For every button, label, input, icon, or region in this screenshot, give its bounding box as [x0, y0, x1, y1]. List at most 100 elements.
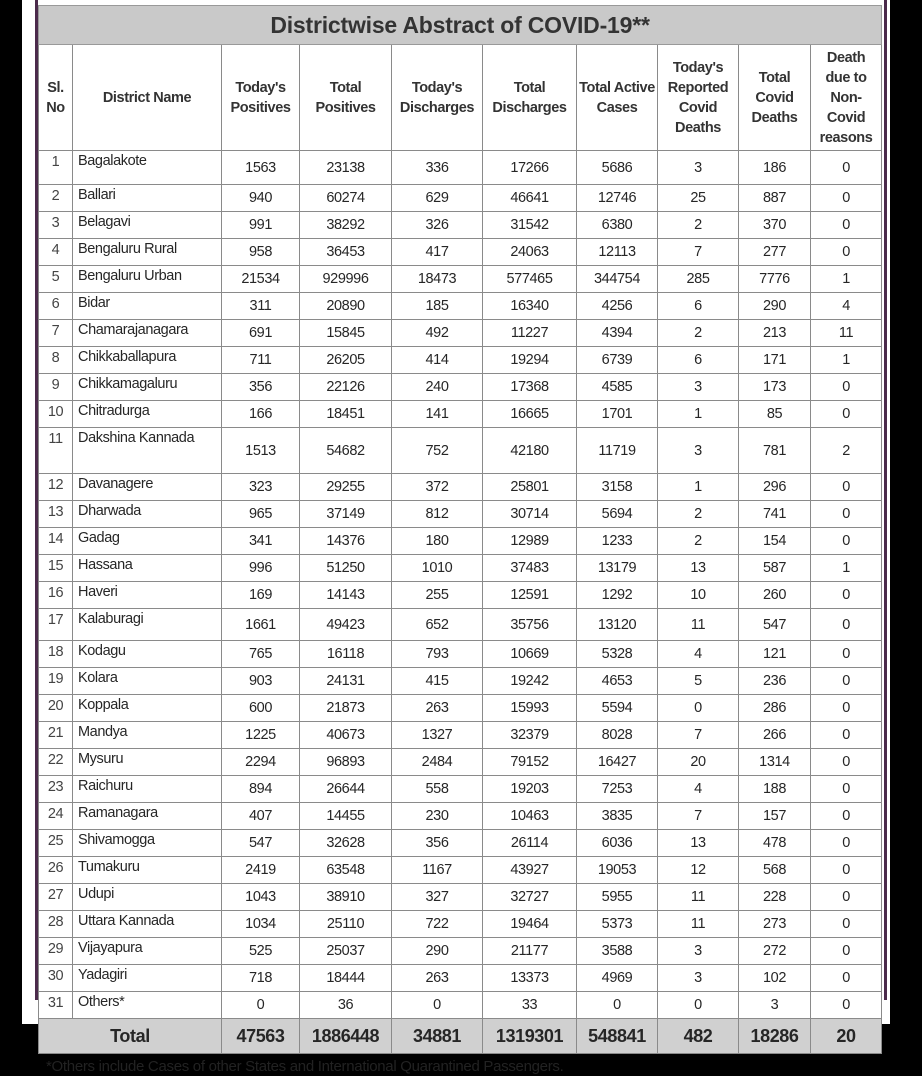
district-covid-table: Districtwise Abstract of COVID-19** Sl. …	[37, 5, 883, 1054]
col-total-deaths-cell: 370	[738, 211, 811, 239]
col-total-discharges-cell: 32727	[482, 883, 577, 911]
col-district-name-cell: Chamarajanagara	[72, 319, 222, 347]
col-total-discharges-cell: 16665	[482, 400, 577, 428]
col-total-deaths-cell: 781	[738, 427, 811, 474]
col-total-positives-cell: 18444	[299, 964, 392, 992]
table-row: 16 Haveri 169 14143 255 12591 1292 10 260 0	[38, 581, 883, 609]
col-todays-deaths-cell: 3	[657, 964, 739, 992]
col-total-deaths-cell: 547	[738, 608, 811, 641]
col-sl-no-header: Sl. No	[38, 44, 73, 151]
col-todays-discharges-cell: 812	[391, 500, 483, 528]
col-total-discharges-cell: 19203	[482, 775, 577, 803]
col-sl-no-cell: 4	[38, 238, 73, 266]
col-total-positives-cell: 18451	[299, 400, 392, 428]
col-sl-no-cell: 21	[38, 721, 73, 749]
col-total-active-cell: 4585	[576, 373, 658, 401]
col-total-discharges-cell: 79152	[482, 748, 577, 776]
col-total-discharges-cell: 11227	[482, 319, 577, 347]
col-total-discharges-cell: 577465	[482, 265, 577, 293]
col-total-discharges-cell: 10463	[482, 802, 577, 830]
col-total-positives-cell: 40673	[299, 721, 392, 749]
col-sl-no-cell: 18	[38, 640, 73, 668]
col-todays-discharges-cell: 290	[391, 937, 483, 965]
col-todays-deaths-cell: 3	[657, 373, 739, 401]
col-todays-positives-cell: 1034	[221, 910, 300, 938]
table-row: 29 Vijayapura 525 25037 290 21177 3588 3 272 0	[38, 937, 883, 965]
col-total-active-cell: 8028	[576, 721, 658, 749]
col-district-name-cell: Vijayapura	[72, 937, 222, 965]
col-sl-no-cell: 12	[38, 473, 73, 501]
col-todays-discharges-cell: 722	[391, 910, 483, 938]
col-district-name-cell: Ramanagara	[72, 802, 222, 830]
footnote: *Others include Cases of other States an…	[46, 1058, 564, 1075]
col-sl-no-cell: 13	[38, 500, 73, 528]
col-todays-deaths-cell: 11	[657, 910, 739, 938]
col-district-name-cell: Yadagiri	[72, 964, 222, 992]
col-total-discharges-cell: 32379	[482, 721, 577, 749]
col-todays-positives-cell: 718	[221, 964, 300, 992]
col-non-covid-deaths-cell: 0	[809, 937, 883, 965]
col-non-covid-deaths-cell: 0	[809, 473, 883, 501]
col-todays-positives-cell: 1043	[221, 883, 300, 911]
col-todays-deaths-cell: 285	[657, 265, 739, 293]
col-total-deaths-cell: 173	[738, 373, 811, 401]
col-district-name-cell: Shivamogga	[72, 829, 222, 857]
table-row: 4 Bengaluru Rural 958 36453 417 24063 12113 7 27…	[38, 238, 883, 266]
col-district-name-cell: Koppala	[72, 694, 222, 722]
table-row: 15 Hassana 996 51250 1010 37483 13179 13 587 1	[38, 554, 883, 582]
col-total-positives-cell: 49423	[299, 608, 392, 641]
col-district-name-cell: Davanagere	[72, 473, 222, 501]
col-todays-discharges-cell: 558	[391, 775, 483, 803]
col-total-deaths-cell: 188	[738, 775, 811, 803]
col-total-deaths-cell: 286	[738, 694, 811, 722]
col-total-positives-cell: 60274	[299, 184, 392, 212]
col-district-name-cell: Dakshina Kannada	[72, 427, 222, 474]
table-row: 6 Bidar 311 20890 185 16340 4256 6 290 4	[38, 292, 883, 320]
col-todays-deaths-cell: 10	[657, 581, 739, 609]
col-district-name-cell: Bidar	[72, 292, 222, 320]
col-todays-discharges-cell: 1327	[391, 721, 483, 749]
col-district-name-cell: Raichuru	[72, 775, 222, 803]
col-total-deaths-cell: 290	[738, 292, 811, 320]
table-row: 23 Raichuru 894 26644 558 19203 7253 4 188 0	[38, 775, 883, 803]
col-total-deaths-cell: 157	[738, 802, 811, 830]
col-todays-deaths-cell: 0	[657, 694, 739, 722]
col-todays-deaths-cell: 2	[657, 319, 739, 347]
col-total-active-cell: 6380	[576, 211, 658, 239]
col-non-covid-deaths-header: Death due to Non-Covid reasons	[809, 44, 883, 151]
col-total-positives-cell: 14376	[299, 527, 392, 555]
col-total-active-cell: 3158	[576, 473, 658, 501]
col-todays-positives-cell: 765	[221, 640, 300, 668]
table-row: 17 Kalaburagi 1661 49423 652 35756 13120 11 547 0	[38, 608, 883, 641]
col-total-positives-cell: 929996	[299, 265, 392, 293]
col-non-covid-deaths-cell: 0	[809, 150, 883, 185]
col-todays-deaths-cell: 0	[657, 991, 739, 1019]
table-row: 11 Dakshina Kannada 1513 54682 752 42180 11719…	[38, 427, 883, 474]
col-total-active-cell: 7253	[576, 775, 658, 803]
col-sl-no-cell: 16	[38, 581, 73, 609]
col-todays-positives-cell: 21534	[221, 265, 300, 293]
col-total-discharges-cell: 19464	[482, 910, 577, 938]
table-row: 30 Yadagiri 718 18444 263 13373 4969 3 102 0	[38, 964, 883, 992]
col-total-discharges-cell: 17368	[482, 373, 577, 401]
col-sl-no-cell: 29	[38, 937, 73, 965]
col-district-name-cell: Belagavi	[72, 211, 222, 239]
col-district-name-cell: Mysuru	[72, 748, 222, 776]
col-todays-positives-cell: 711	[221, 346, 300, 374]
col-sl-no-cell: 1	[38, 150, 73, 185]
col-district-name-cell: Chikkamagaluru	[72, 373, 222, 401]
col-district-name-cell: Udupi	[72, 883, 222, 911]
col-total-deaths-cell: 85	[738, 400, 811, 428]
col-sl-no-cell: 31	[38, 991, 73, 1019]
col-sl-no-cell: 19	[38, 667, 73, 695]
col-sl-no-cell: 2	[38, 184, 73, 212]
col-todays-positives-cell: 356	[221, 373, 300, 401]
col-total-active-cell: 1701	[576, 400, 658, 428]
col-non-covid-deaths-cell: 0	[809, 608, 883, 641]
table-row: 21 Mandya 1225 40673 1327 32379 8028 7 266 0	[38, 721, 883, 749]
col-total-positives-cell: 26205	[299, 346, 392, 374]
col-total-discharges-cell: 21177	[482, 937, 577, 965]
col-todays-positives-cell: 991	[221, 211, 300, 239]
col-todays-discharges-cell: 372	[391, 473, 483, 501]
col-district-name-cell: Ballari	[72, 184, 222, 212]
